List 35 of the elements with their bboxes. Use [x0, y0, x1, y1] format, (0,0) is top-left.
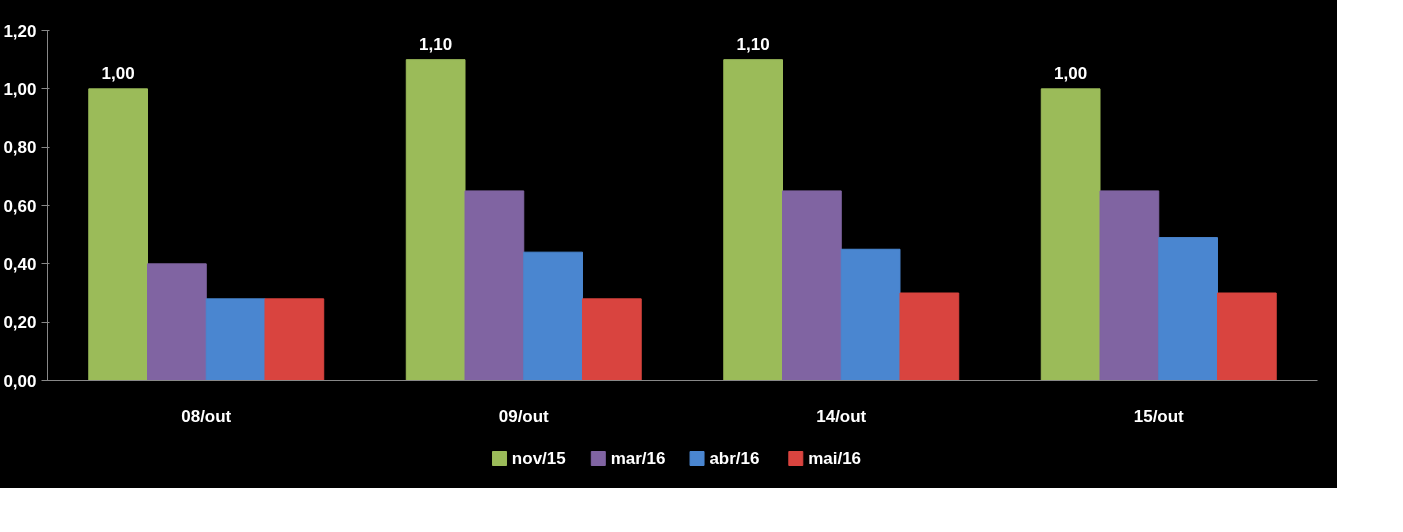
bar	[581, 298, 642, 381]
y-tick-label: 0,20	[3, 313, 37, 333]
bar	[723, 59, 784, 381]
y-tick-label: 1,20	[3, 21, 37, 41]
bar	[840, 248, 901, 381]
data-label: 1,00	[1054, 63, 1088, 83]
bar	[899, 292, 960, 381]
bar	[405, 59, 466, 381]
bar	[523, 251, 583, 381]
bar	[464, 190, 525, 381]
bar	[88, 88, 149, 381]
legend-label: abr/16	[709, 449, 760, 468]
legend-label: mai/16	[808, 449, 862, 468]
bar	[782, 190, 842, 381]
y-tick-label: 0,40	[3, 254, 37, 274]
y-tick-label: 0,60	[3, 196, 37, 216]
x-tick-label: 09/out	[498, 406, 550, 426]
bar	[1216, 292, 1277, 381]
bar	[1099, 190, 1160, 381]
data-label: 1,10	[419, 34, 453, 54]
bar	[264, 298, 325, 381]
data-label: 1,00	[101, 63, 135, 83]
x-tick-label: 15/out	[1133, 406, 1185, 426]
y-tick-label: 0,00	[3, 371, 37, 391]
y-tick-label: 0,80	[3, 138, 37, 158]
x-tick-label: 14/out	[816, 406, 867, 426]
bar	[205, 298, 266, 381]
legend-label: nov/15	[511, 449, 566, 468]
bar	[147, 263, 207, 381]
bar	[1040, 88, 1101, 381]
legend-label: mar/16	[610, 449, 666, 468]
y-tick-label: 1,00	[3, 79, 37, 99]
x-tick-label: 08/out	[181, 406, 232, 426]
bar	[1158, 237, 1218, 381]
data-label: 1,10	[736, 34, 770, 54]
